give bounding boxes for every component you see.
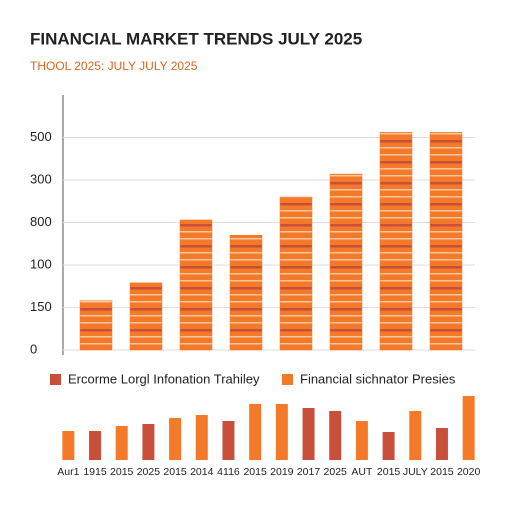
- x-tick-label: 4116: [217, 466, 240, 478]
- bar: [409, 411, 422, 460]
- bar: [249, 404, 262, 460]
- x-tick-label: 2019: [270, 466, 294, 478]
- x-tick-label: 2015: [163, 466, 187, 478]
- x-tick-label: 2025: [324, 466, 348, 478]
- bar: [115, 426, 128, 460]
- legend-label: Ercorme Lorgl Infonation Trahiley: [68, 371, 260, 386]
- x-tick-label: Aur1: [57, 466, 79, 478]
- bar: [329, 411, 342, 460]
- y-tick-label: 150: [30, 299, 52, 314]
- legend-swatch: [282, 374, 293, 385]
- bar: [129, 282, 163, 351]
- legend-label: Financial sichnator Presies: [300, 371, 456, 386]
- bar: [429, 132, 463, 351]
- bar: [179, 219, 213, 351]
- x-tick-label: 2015: [243, 466, 267, 478]
- x-tick-label: AUT: [351, 466, 373, 478]
- x-tick-label: 2014: [190, 466, 214, 478]
- x-tick-label: 2015: [110, 466, 134, 478]
- x-tick-label: 2015: [377, 466, 401, 478]
- x-tick-label: 2020: [457, 466, 481, 478]
- bar: [302, 408, 315, 460]
- bar: [329, 173, 363, 351]
- x-tick-label: JULY: [403, 466, 428, 478]
- bar: [382, 432, 395, 460]
- y-tick-label: 300: [30, 171, 52, 186]
- y-tick-label: 800: [30, 214, 52, 229]
- bar: [279, 196, 313, 351]
- y-tick-label: 100: [30, 256, 52, 271]
- bar: [229, 235, 263, 351]
- bar: [275, 404, 288, 460]
- chart-title: FINANCIAL MARKET TRENDS JULY 2025: [30, 29, 362, 48]
- y-tick-label: 0: [30, 341, 37, 356]
- bar: [435, 428, 448, 460]
- bar: [142, 424, 155, 460]
- bar: [222, 421, 235, 460]
- legend-swatch: [50, 374, 61, 385]
- x-tick-label: 2017: [297, 466, 321, 478]
- bar: [379, 132, 413, 351]
- y-tick-label: 500: [30, 129, 52, 144]
- bar: [79, 300, 113, 351]
- chart-subtitle: THOOL 2025: JULY JULY 2025: [30, 59, 198, 73]
- bar: [355, 421, 368, 460]
- bar: [462, 396, 475, 460]
- bar: [62, 431, 75, 460]
- x-tick-label: 2025: [137, 466, 161, 478]
- bar: [89, 431, 102, 460]
- bar: [169, 418, 182, 460]
- x-tick-label: 1915: [83, 466, 107, 478]
- x-tick-label: 2015: [430, 466, 454, 478]
- bar: [195, 415, 208, 460]
